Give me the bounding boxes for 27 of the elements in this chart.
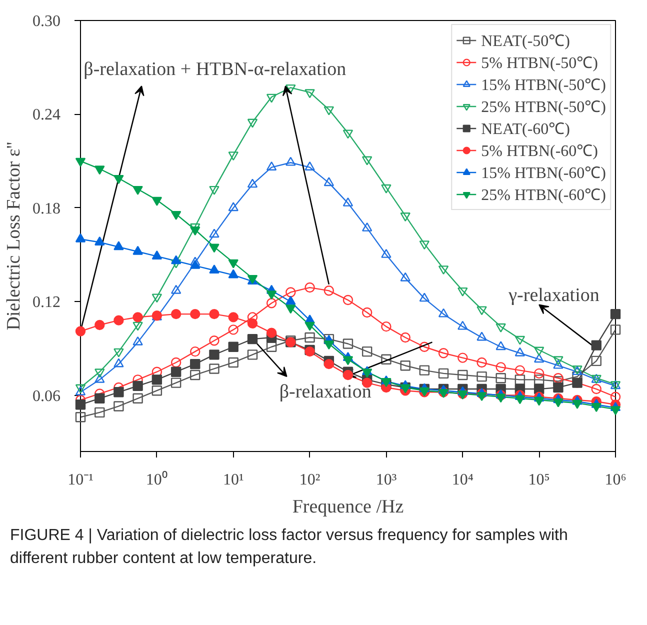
x-tick-label: 10² bbox=[299, 472, 320, 488]
y-axis-title: Dielectric Loss Factor ε'' bbox=[4, 142, 24, 330]
y-tick-label: 0.24 bbox=[32, 106, 60, 124]
legend-label: 5% HTBN(-60℃) bbox=[481, 142, 598, 161]
x-tick-label: 10⁶ bbox=[604, 472, 626, 488]
legend-label: 15% HTBN(-60℃) bbox=[481, 164, 606, 183]
y-tick-label: 0.18 bbox=[32, 200, 60, 218]
caption: FIGURE 4 | Variation of dielectric loss factor versus frequency for samples with different rubber content at low temperature. bbox=[10, 526, 569, 569]
y-tick-label: 0.06 bbox=[32, 388, 60, 405]
legend-label: 25% HTBN(-60℃) bbox=[481, 186, 606, 205]
x-tick-label: 10¹ bbox=[222, 472, 244, 488]
annotation: γ-relaxation bbox=[508, 284, 600, 306]
legend-label: 15% HTBN(-50℃) bbox=[481, 76, 606, 95]
x-tick-label: 10⁵ bbox=[528, 472, 550, 488]
annotation: β-relaxation bbox=[279, 382, 372, 403]
x-tick-label: 10⁰ bbox=[146, 470, 168, 488]
y-tick-label: 0.30 bbox=[32, 13, 60, 30]
legend-label: NEAT(-60℃) bbox=[481, 120, 570, 139]
x-axis-title: Frequence /Hz bbox=[292, 496, 404, 518]
legend-label: 25% HTBN(-50℃) bbox=[481, 98, 606, 117]
x-tick-label: 10⁴ bbox=[452, 472, 474, 488]
x-tick-label: 10³ bbox=[376, 472, 397, 488]
annotation: β-relaxation + HTBN-α-relaxation bbox=[84, 58, 347, 80]
y-tick-label: 0.12 bbox=[32, 294, 60, 312]
x-tick-label: 10⁻¹ bbox=[68, 472, 94, 488]
legend-label: 5% HTBN(-50℃) bbox=[481, 54, 598, 73]
legend-label: NEAT(-50℃) bbox=[481, 32, 570, 51]
